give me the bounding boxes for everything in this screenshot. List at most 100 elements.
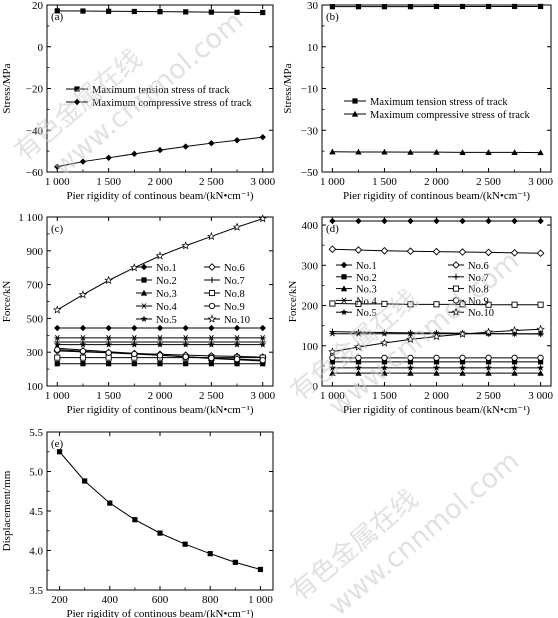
data-point — [432, 331, 441, 341]
legend-marker — [341, 274, 347, 280]
data-point — [355, 354, 362, 361]
legend-item: Maximum tension stress of track — [66, 85, 230, 96]
data-point — [54, 354, 61, 361]
legend-item: Maximum compressive stress of track — [66, 98, 253, 109]
data-point — [433, 364, 440, 371]
data-point — [131, 361, 137, 367]
x-tick-label: 1 500 — [96, 176, 121, 188]
data-point — [380, 338, 389, 347]
data-point — [329, 148, 336, 155]
legend-label: No.5 — [156, 315, 177, 326]
x-tick-label: 1 000 — [45, 176, 70, 188]
data-point — [459, 3, 466, 10]
y-tick-label: −30 — [301, 125, 319, 137]
y-tick-label: −40 — [26, 125, 44, 137]
series-1 — [54, 324, 266, 332]
legend-item: No.10 — [448, 307, 494, 319]
data-point — [259, 335, 266, 341]
data-point — [105, 339, 112, 346]
x-tick-label: 2 500 — [476, 390, 501, 402]
data-point — [182, 339, 189, 346]
data-point — [79, 158, 87, 165]
legend-label: No.3 — [156, 289, 177, 300]
data-point — [259, 324, 266, 332]
legend-marker — [208, 302, 216, 310]
chart-panel-2: 1 000 1 500 2 000 2 500 3 000 −50 −30 −10 10 30 (b… — [282, 0, 553, 202]
panel-label: (a) — [51, 11, 64, 23]
y-tick-label: 400 — [302, 220, 319, 232]
series-1 — [54, 8, 266, 16]
data-point — [208, 339, 215, 346]
legend: Maximum tension stress of track Maximum c… — [66, 85, 253, 109]
data-point — [259, 133, 266, 141]
data-point — [105, 335, 112, 341]
legend-item: No.8 — [448, 285, 489, 296]
data-point — [206, 231, 216, 241]
x-tick-label: 2 000 — [424, 176, 449, 188]
y-tick-label: 30 — [307, 0, 319, 12]
data-point — [510, 248, 519, 257]
legend-label: Maximum compressive stress of track — [92, 98, 253, 109]
legend-marker — [452, 261, 460, 269]
data-point — [407, 364, 414, 371]
data-point — [485, 217, 492, 225]
legend-marker — [340, 261, 348, 269]
legend-marker — [452, 285, 460, 292]
data-point — [258, 214, 268, 223]
data-point — [510, 325, 519, 335]
data-point — [433, 3, 440, 10]
data-point — [54, 361, 60, 367]
series-2 — [329, 148, 544, 156]
x-tick-label: 2 500 — [199, 390, 224, 402]
legend-item: No.2 — [336, 273, 377, 284]
legend-marker — [453, 273, 459, 280]
legend-label: No.10 — [468, 308, 494, 319]
legend-label: No.7 — [468, 273, 489, 284]
data-point — [82, 478, 88, 484]
y-tick-label: −60 — [26, 167, 44, 179]
y-tick-label: 1 100 — [18, 212, 43, 224]
data-point — [328, 347, 337, 356]
data-point — [355, 4, 362, 10]
x-tick-label: 2 000 — [148, 390, 173, 402]
series-2 — [54, 361, 266, 367]
legend-marker — [352, 98, 358, 104]
legend-item: No.4 — [336, 296, 377, 307]
legend-label: No.2 — [156, 276, 177, 287]
legend-marker — [208, 289, 216, 297]
data-point — [537, 301, 544, 308]
data-point — [157, 339, 163, 346]
y-tick-label: 300 — [302, 260, 319, 272]
data-point — [484, 327, 493, 336]
legend-item: No.2 — [136, 276, 177, 287]
series-4 — [54, 335, 266, 341]
y-tick-label: 5.0 — [29, 467, 43, 479]
data-point — [106, 361, 112, 367]
legend-item: No.3 — [336, 285, 377, 296]
series-line — [59, 451, 261, 570]
data-point — [157, 335, 163, 341]
data-point — [131, 335, 138, 341]
data-point — [355, 300, 362, 307]
data-point — [537, 369, 544, 376]
x-tick-label: 2 500 — [476, 176, 501, 188]
data-point — [157, 530, 163, 536]
series-2 — [329, 359, 544, 365]
legend-item: No.1 — [136, 263, 177, 274]
data-point — [328, 245, 337, 254]
data-point — [79, 348, 87, 355]
x-tick-label: 3 000 — [528, 390, 553, 402]
data-point — [355, 217, 362, 225]
series-8 — [329, 300, 544, 308]
data-point — [79, 335, 86, 341]
y-tick-label: 500 — [27, 313, 44, 325]
data-point — [407, 369, 414, 376]
y-tick-label: 100 — [27, 381, 44, 393]
legend-marker — [140, 263, 148, 271]
series-10 — [52, 214, 268, 314]
y-tick-label: 700 — [27, 280, 44, 292]
data-point — [459, 369, 466, 376]
legend: No.1 No.2 No.3 No.4 No.5 No.6 No.7 No.8 No.9 No.1… — [136, 263, 250, 326]
data-point — [131, 350, 138, 358]
